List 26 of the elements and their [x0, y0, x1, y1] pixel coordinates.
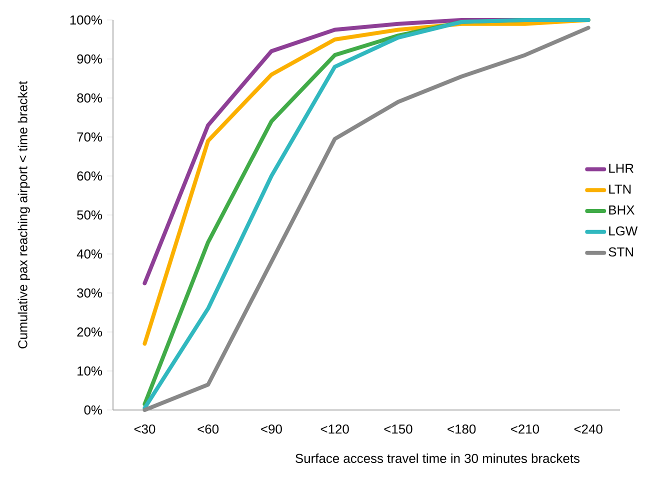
x-tick-label: <240 — [574, 424, 602, 434]
x-tick-label: <150 — [384, 424, 412, 434]
legend-label: LHR — [609, 164, 634, 173]
y-tick-label: 40% — [76, 249, 102, 259]
x-tick-label: <60 — [198, 424, 219, 434]
y-tick-label: 60% — [77, 171, 102, 181]
y-tick-label: 90% — [77, 54, 102, 64]
y-tick-label: 20% — [77, 327, 102, 337]
x-tick-label: <30 — [134, 424, 156, 434]
y-tick-label: 10% — [78, 366, 102, 376]
y-tick-label: 0% — [84, 405, 102, 415]
y-tick-label: 100% — [70, 15, 102, 25]
x-tick-label: <210 — [511, 424, 540, 434]
legend-label: BHX — [609, 206, 634, 214]
legend-label: LTN — [609, 184, 631, 194]
x-tick-label: <120 — [320, 424, 349, 434]
x-tick-label: <90 — [261, 424, 282, 434]
y-tick-label: 70% — [77, 132, 102, 142]
legend-label: STN — [608, 247, 633, 257]
y-tick-label: 50% — [77, 210, 102, 220]
y-axis-title: Cumulative pax reaching airport < time bracket — [18, 81, 30, 348]
x-axis-title: Surface access travel time in 30 minutes brackets — [296, 454, 580, 464]
y-tick-label: 80% — [77, 93, 102, 103]
legend-label: LGW — [609, 226, 638, 236]
y-tick-label: 30% — [77, 288, 102, 298]
x-tick-label: <180 — [448, 424, 476, 434]
